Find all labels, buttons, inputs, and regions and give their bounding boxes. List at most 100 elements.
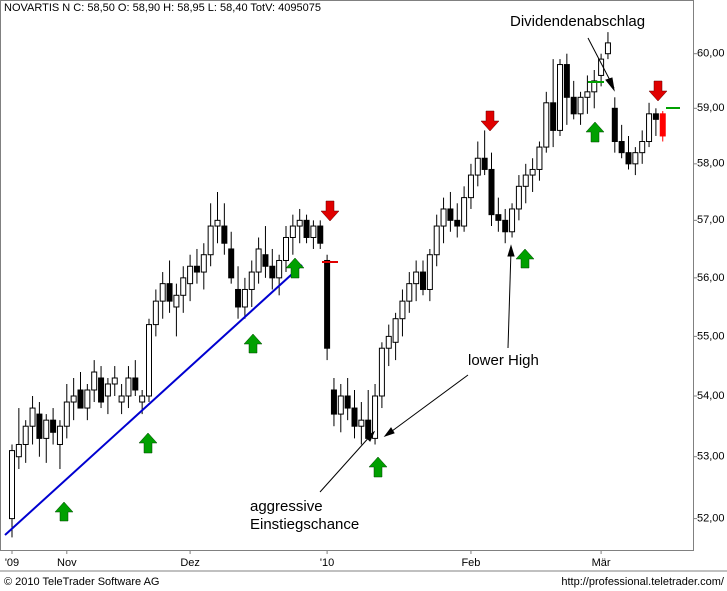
candle-body [173,294,180,308]
y-tick-label: 55,00 [697,330,725,342]
candle-body [255,248,262,273]
candle-body [378,347,385,397]
candle-body [187,265,194,285]
candle-body [618,141,625,154]
candle-body [200,254,207,273]
candle-body [344,395,351,409]
candle-body [632,152,639,165]
candle-body [522,174,529,187]
candle-body [152,300,159,326]
candle-body [454,219,461,227]
candle-body [63,401,70,427]
candle-body [543,102,550,148]
candle-body [591,80,598,93]
plot-area [0,0,694,551]
candle-body [611,107,618,143]
candle-body [235,288,242,308]
candle-body [241,288,248,308]
candle-body [283,236,289,261]
candle-body [317,225,324,244]
annotation: aggressive [250,498,323,515]
candle-body [557,64,563,131]
y-tick-label: 56,00 [697,272,725,284]
candle-body [70,395,77,403]
candle-body [207,225,214,256]
candle-body [440,208,447,227]
annotation: lower High [468,352,539,369]
candle-body [399,300,406,320]
candle-body [111,377,118,385]
candle-body [228,248,235,279]
candle-body [56,425,63,445]
candle-body [385,335,392,349]
candle-body [372,395,379,439]
candle-body [351,407,358,427]
header: NOVARTIS N C: 58,50 O: 58,90 H: 58,95 L:… [4,2,321,14]
candle-body [467,174,474,199]
candle-body [214,219,221,227]
candle-body [447,208,454,221]
candle-body [29,407,36,427]
y-tick-label: 59,00 [697,102,725,114]
candle-body [536,146,543,170]
x-tick-label: Dez [180,557,200,569]
candle-body [310,225,317,238]
footer-left: © 2010 TeleTrader Software AG [4,576,159,588]
candle-body [248,271,255,290]
candle-body [570,96,577,115]
candle-body [481,157,488,170]
candle-body [289,225,296,238]
candle-body [529,168,536,176]
candle-body [43,419,50,439]
candle-body [625,152,632,165]
candle-body [132,377,139,391]
candle-body [577,96,584,115]
x-tick-label: '10 [320,557,334,569]
x-tick-label: '09 [5,557,19,569]
candle-body [36,413,43,439]
candle-body [324,259,331,349]
buy-arrows [54,121,605,522]
candle-body [330,389,337,415]
candle-body [413,271,420,285]
candle-body [262,254,269,267]
annotation: Dividendenabschlag [510,13,645,30]
candle-body [433,225,440,256]
candle-body [166,283,173,302]
candle-body [180,277,187,296]
x-tick-label: Mär [592,557,611,569]
candle-body [406,283,413,302]
annotation: Einstiegschance [250,516,359,533]
candle-body [221,225,228,244]
x-tick-label: Nov [57,557,77,569]
candle-body [337,395,344,415]
candle-body [15,443,22,458]
candle-body [652,113,659,120]
candle-body [420,271,426,290]
candle-body [495,214,502,221]
y-tick-label: 58,00 [697,158,725,170]
candle-body [426,254,433,290]
candle-body [604,42,611,55]
candle-body [461,197,468,227]
candle-body [269,265,276,279]
candle-body [502,219,509,233]
candle-body [139,395,146,403]
trend-line [4,264,303,536]
candle-body [515,185,522,210]
y-tick-label: 53,00 [697,451,725,463]
y-tick-label: 57,00 [697,214,725,226]
candle-body [146,324,152,397]
candle-body [84,389,91,409]
candle-body [91,371,98,391]
candle-body [193,265,200,273]
candle-body [550,102,557,131]
candle-body [77,389,84,409]
candle-body [659,113,666,137]
y-tick-label: 60,00 [697,48,725,60]
y-tick-label: 54,00 [697,390,725,402]
candle-body [9,450,15,520]
sell-arrows [320,80,668,222]
candle-body [646,113,653,143]
